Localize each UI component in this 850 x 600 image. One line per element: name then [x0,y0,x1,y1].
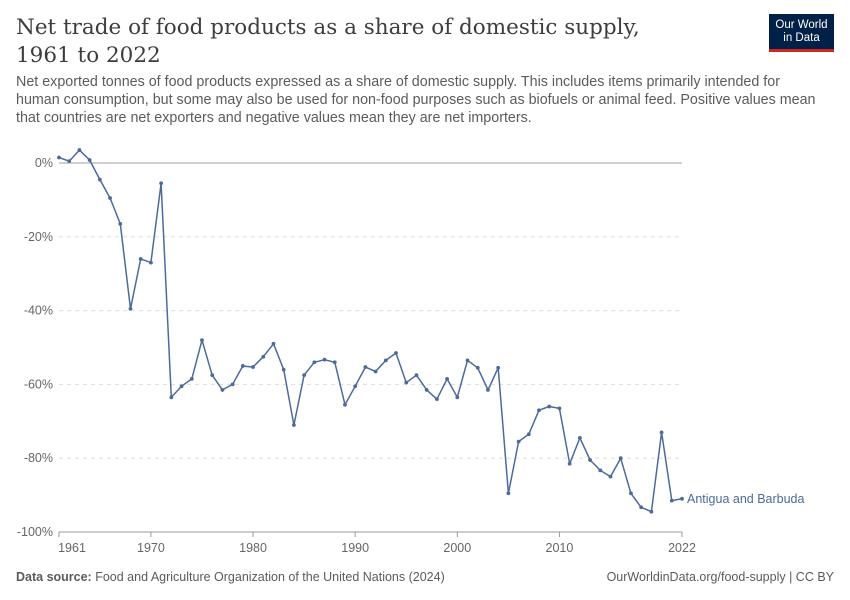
y-tick-label: 0% [35,156,53,170]
x-tick-label: 1990 [341,541,369,555]
logo-line-2: in Data [783,31,820,44]
data-point[interactable] [618,456,623,461]
data-point[interactable] [659,430,664,435]
data-point[interactable] [383,358,388,363]
data-point[interactable] [598,468,603,473]
data-point[interactable] [189,376,194,381]
data-point[interactable] [210,373,215,378]
data-point[interactable] [149,260,153,265]
data-point[interactable] [577,436,582,440]
y-tick-label: -80% [24,451,53,465]
data-point[interactable] [516,439,521,444]
data-point[interactable] [87,158,92,162]
data-point[interactable] [159,181,164,186]
data-point[interactable] [128,306,133,311]
axes: 0% -20% -40% -60% -80% -100% 1961 1970 1980 1990 2… [17,156,696,555]
data-point[interactable] [332,360,337,365]
x-tick-label: 1980 [239,541,267,555]
data-point[interactable] [292,423,296,427]
data-point[interactable] [312,360,317,365]
data-source: Data source: Food and Agriculture Organi… [16,570,445,584]
data-point[interactable] [465,358,470,363]
data-point[interactable] [302,373,307,378]
data-point[interactable] [547,404,552,409]
chart-subtitle: Net exported tonnes of food products exp… [16,74,816,126]
data-point[interactable] [486,388,490,392]
data-point[interactable] [649,509,654,514]
data-point[interactable] [669,498,674,503]
data-point[interactable] [496,365,501,370]
data-point[interactable] [240,364,245,368]
data-point[interactable] [343,402,347,407]
grid-lines [59,162,682,459]
data-point[interactable] [67,159,72,164]
data-point[interactable] [526,432,531,437]
data-point[interactable] [434,397,439,402]
data-point[interactable] [455,395,460,400]
data-point[interactable] [138,257,143,261]
y-tick-label: -100% [17,525,53,539]
x-tick-label: 1970 [137,541,165,555]
data-point[interactable] [220,388,225,392]
x-tick-label: 2022 [668,541,696,555]
data-point[interactable] [261,354,266,359]
data-point[interactable] [271,341,276,346]
data-point[interactable] [251,365,255,369]
data-point[interactable] [567,461,572,466]
data-point[interactable] [230,382,235,387]
x-tick-label: 1961 [58,541,86,555]
x-tick-label: 2010 [546,541,574,555]
data-source-text[interactable]: Food and Agriculture Organization of the… [95,570,445,584]
y-tick-label: -40% [24,304,53,318]
data-point[interactable] [97,177,102,182]
data-point[interactable] [475,365,480,370]
data-point[interactable] [414,373,419,378]
data-point[interactable] [322,357,327,362]
data-point[interactable] [680,496,684,501]
owid-logo[interactable]: Our World in Data [769,14,834,52]
x-tick-label: 2000 [443,541,471,555]
data-point[interactable] [363,365,368,369]
y-tick-label: -20% [24,230,53,244]
footer-link[interactable]: OurWorldinData.org/food-supply | CC BY [606,570,834,584]
data-source-label: Data source: [16,570,92,584]
data-point[interactable] [179,384,184,389]
data-point[interactable] [108,196,112,200]
data-point[interactable] [281,367,286,372]
data-point[interactable] [118,221,123,226]
data-point[interactable] [404,380,409,385]
data-point[interactable] [557,406,562,411]
chart-title: Net trade of food products as a share of… [16,15,640,68]
data-point[interactable] [200,338,204,343]
data-point[interactable] [394,351,398,355]
data-point[interactable] [537,408,541,413]
series-layer: Antigua and Barbuda [57,148,805,514]
data-point[interactable] [608,474,613,479]
series-label[interactable]: Antigua and Barbuda [687,492,805,506]
data-point[interactable] [445,376,449,381]
data-point[interactable] [506,491,511,496]
data-point[interactable] [169,395,174,400]
y-tick-label: -60% [24,377,53,391]
data-point[interactable] [77,148,82,152]
data-point[interactable] [353,384,358,389]
series-line[interactable] [58,149,683,513]
data-point[interactable] [424,388,429,392]
data-point[interactable] [57,155,61,160]
logo-line-1: Our World [775,19,828,31]
data-point[interactable] [629,491,633,496]
data-point[interactable] [373,369,378,374]
data-point[interactable] [639,505,644,510]
data-point[interactable] [588,458,592,462]
